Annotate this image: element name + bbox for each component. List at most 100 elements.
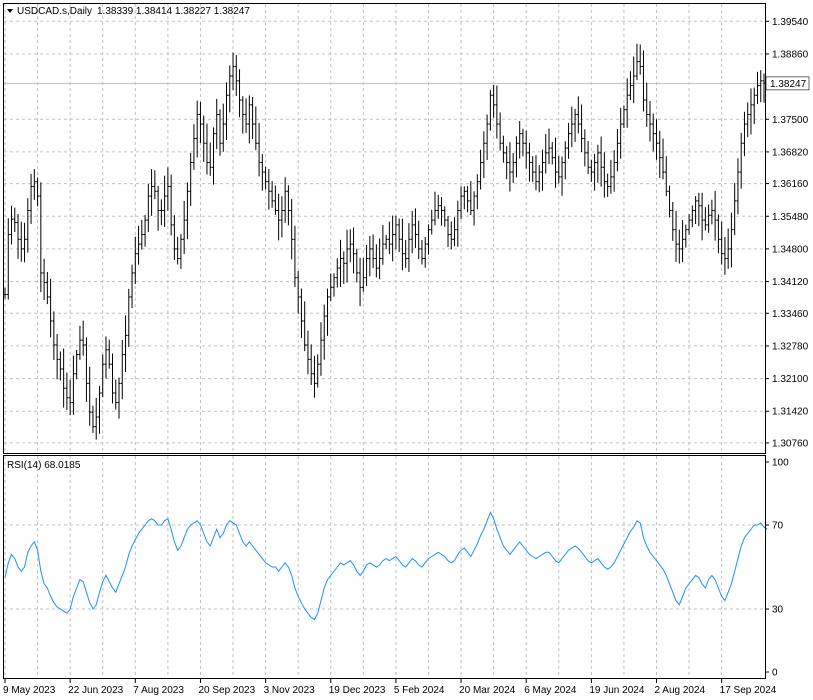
ohlc-bar	[498, 112, 502, 151]
ohlc-bar	[114, 379, 118, 410]
price-tick-label: 1.31420	[772, 407, 809, 418]
ohlc-bar	[746, 102, 750, 138]
ohlc-bar	[716, 214, 720, 254]
ohlc-bar	[742, 111, 746, 157]
ohlc-bar	[413, 208, 417, 249]
ohlc-bar	[540, 149, 544, 191]
current-price-tag: 1.38247	[765, 76, 810, 91]
ohlc-bar	[511, 152, 515, 184]
ohlc-bar	[16, 214, 20, 259]
ohlc-bar	[417, 220, 421, 260]
ohlc-bar	[247, 95, 251, 144]
ohlc-bar	[81, 320, 85, 356]
time-tick-label: 20 Mar 2024	[459, 685, 516, 696]
ohlc-bar	[720, 221, 724, 265]
ohlc-bar	[374, 244, 378, 278]
ohlc-bar	[671, 201, 675, 241]
rsi-panel[interactable]: 100 70 30 0 RSI(14) 68.0185	[3, 455, 790, 679]
ohlc-bar	[348, 229, 352, 263]
ohlc-bar	[124, 315, 128, 373]
ohlc-bar	[400, 218, 404, 271]
ohlc-bar	[231, 52, 235, 91]
time-tick-label: 5 Feb 2024	[394, 685, 445, 696]
ohlc-bar	[211, 127, 215, 185]
ohlc-values: 1.38339 1.38414 1.38227 1.38247	[97, 6, 250, 17]
time-tick-label: 6 May 2024	[524, 685, 577, 696]
ohlc-bar	[394, 215, 398, 250]
ohlc-bar	[521, 128, 525, 157]
ohlc-bar	[299, 288, 303, 338]
time-tick-label: 22 Jun 2023	[68, 685, 123, 696]
ohlc-bar	[251, 97, 255, 140]
ohlc-bar	[29, 173, 33, 224]
ohlc-bar	[537, 165, 541, 193]
ohlc-bar	[371, 234, 375, 269]
ohlc-bar	[120, 339, 124, 400]
ohlc-bar	[339, 239, 343, 287]
rsi-tick-label: 30	[772, 605, 784, 616]
ohlc-bar	[576, 96, 580, 134]
ohlc-bar	[55, 334, 59, 380]
ohlc-bar	[563, 141, 567, 180]
ohlc-bar	[316, 354, 320, 388]
ohlc-bar	[368, 235, 372, 277]
ohlc-bar	[45, 271, 49, 305]
ohlc-bar	[49, 278, 53, 338]
ohlc-bar	[397, 218, 401, 253]
price-tick-label: 1.32780	[772, 341, 809, 352]
ohlc-bar	[606, 173, 610, 197]
ohlc-bar	[687, 214, 691, 235]
ohlc-bar	[420, 239, 424, 265]
ohlc-bar	[36, 177, 40, 207]
ohlc-bar	[97, 386, 101, 434]
ohlc-bar	[221, 103, 225, 152]
ohlc-bar	[449, 221, 453, 250]
ohlc-bar	[531, 156, 535, 182]
price-tick-label: 1.34800	[772, 244, 809, 255]
ohlc-bar	[225, 82, 229, 140]
symbol-label[interactable]: USDCAD.s,Daily	[17, 6, 92, 17]
ohlc-bar	[110, 353, 114, 404]
ohlc-bar	[534, 155, 538, 191]
ohlc-bar	[42, 258, 46, 301]
ohlc-bar	[286, 185, 290, 226]
ohlc-bar	[628, 71, 632, 101]
rsi-tick-label: 0	[772, 668, 778, 679]
ohlc-bar	[619, 108, 623, 159]
rsi-line	[4, 511, 768, 621]
ohlc-bar	[391, 215, 395, 262]
ohlc-bar	[52, 311, 56, 360]
ohlc-bar	[84, 337, 88, 402]
ohlc-bar	[172, 215, 176, 261]
ohlc-bar	[475, 174, 479, 210]
ohlc-bar	[238, 69, 242, 118]
ohlc-bar	[277, 193, 281, 241]
ohlc-bar	[560, 156, 564, 196]
price-panel[interactable]: 1.39540 1.38860 1.37500 1.36820 1.36160 1.354…	[3, 3, 810, 454]
ohlc-bar	[472, 191, 476, 226]
ohlc-bar	[156, 185, 160, 231]
ohlc-bar	[651, 113, 655, 152]
symbol-dropdown-icon[interactable]	[7, 9, 13, 13]
ohlc-bar	[234, 55, 238, 96]
price-tick-label: 1.38860	[772, 49, 809, 60]
ohlc-bar	[71, 355, 75, 415]
price-panel-border	[3, 3, 766, 454]
price-tick-label: 1.34120	[772, 277, 809, 288]
ohlc-bar	[655, 119, 659, 160]
ohlc-bar	[550, 141, 554, 165]
ohlc-bar	[32, 169, 36, 200]
ohlc-bar	[241, 96, 245, 134]
ohlc-bar	[101, 354, 105, 398]
ohlc-bar	[469, 180, 473, 215]
ohlc-bar	[459, 186, 463, 220]
ohlc-bar	[443, 206, 447, 227]
ohlc-bar	[387, 221, 391, 254]
ohlc-bar	[306, 330, 310, 375]
ohlc-bar	[133, 236, 137, 284]
ohlc-bar	[23, 222, 27, 263]
ohlc-bar	[257, 122, 261, 177]
ohlc-bar	[661, 138, 665, 180]
ohlc-bar	[625, 78, 629, 128]
